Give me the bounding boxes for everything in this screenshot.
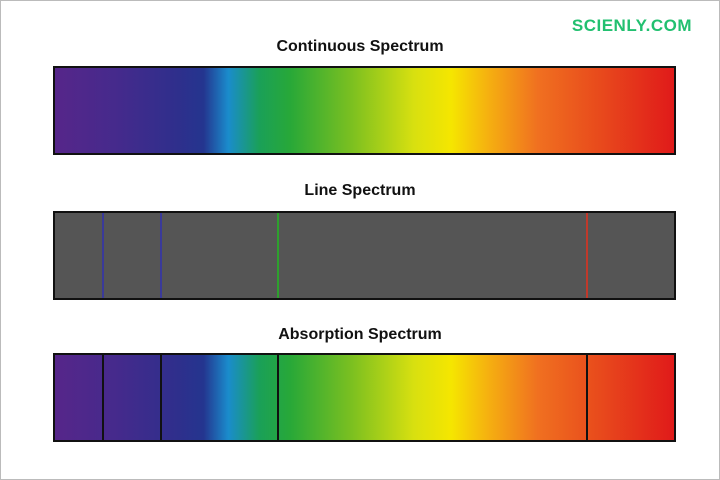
continuous-spectrum-title: Continuous Spectrum — [276, 38, 444, 55]
emission-line — [101, 213, 104, 298]
continuous-spectrum-bar — [53, 66, 676, 155]
absorption-line — [586, 355, 589, 440]
line-spectrum-bar — [53, 211, 676, 300]
absorption-line — [160, 355, 163, 440]
scienly-logo: SCIENLY.COM — [571, 16, 692, 35]
emission-line — [160, 213, 163, 298]
emission-line — [586, 213, 589, 298]
line-spectrum-title: Line Spectrum — [304, 182, 416, 199]
absorption-line — [277, 355, 280, 440]
emission-line — [277, 213, 280, 298]
absorption-spectrum-bar — [53, 353, 676, 442]
absorption-line — [101, 355, 104, 440]
absorption-spectrum-title: Absorption Spectrum — [278, 326, 442, 343]
